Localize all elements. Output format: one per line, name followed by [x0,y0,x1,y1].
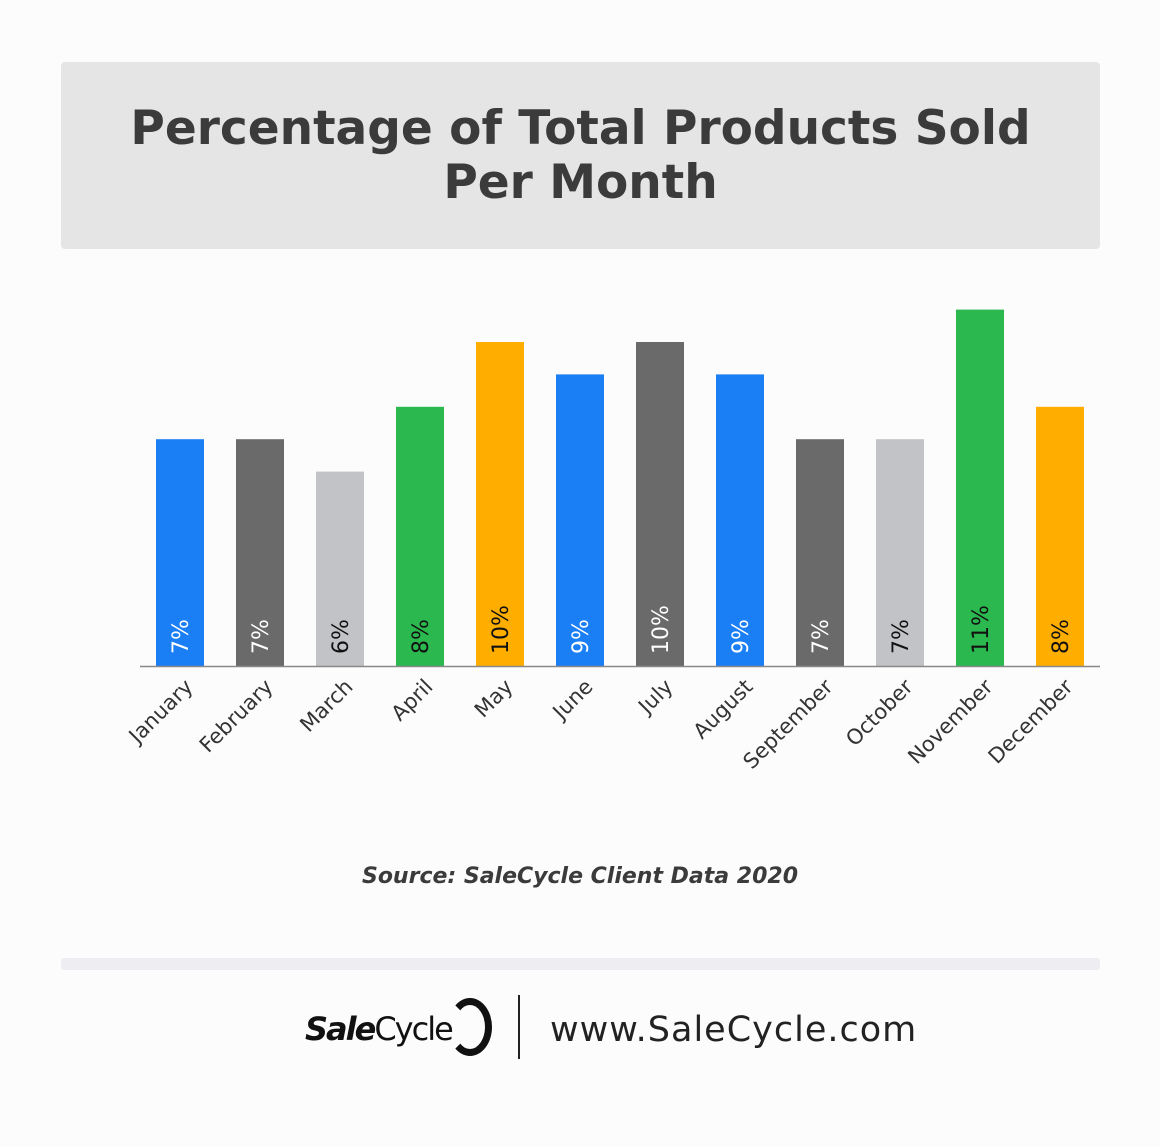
tick-label: April [387,675,438,726]
tick-label: October [841,674,918,751]
footer-separator [518,995,520,1059]
data-label: 8% [1049,619,1074,654]
bar-october [876,439,924,666]
data-label: 10% [489,605,514,654]
data-label: 9% [569,619,594,654]
website-url: www.SaleCycle.com [550,1010,918,1050]
bar-august [716,374,764,666]
data-label: 6% [329,619,354,654]
tick-label: July [632,675,677,720]
data-label: 7% [889,619,914,654]
bar-chart: 7%January7%February6%March8%April10%May9… [123,309,1100,774]
source-note: Source: SaleCycle Client Data 2020 [361,864,799,889]
tick-label: December [984,674,1078,768]
tick-label: August [689,675,758,744]
logo-ring-icon [448,998,492,1056]
tick-label: June [547,675,598,726]
tick-label: January [123,675,198,750]
bar-february [236,439,284,666]
bar-november [956,309,1004,666]
tick-label: February [195,675,278,758]
salecycle-logo: SaleCycle [305,1010,454,1048]
data-label: 8% [409,619,434,654]
bar-april [396,406,444,666]
divider [61,958,1100,970]
tick-label: March [295,675,357,737]
data-label: 7% [809,619,834,654]
bar-january [156,439,204,666]
bar-june [556,374,604,666]
bar-march [316,471,364,666]
data-label: 11% [969,605,994,654]
data-label: 7% [169,619,194,654]
tick-label: November [903,674,997,768]
title-box: Percentage of Total Products Sold Per Mo… [61,62,1100,249]
logo-light: Cycle [374,1010,453,1048]
bar-september [796,439,844,666]
bar-july [636,342,684,666]
logo-bold: Sale [305,1010,376,1048]
bar-december [1036,406,1084,666]
bar-may [476,342,524,666]
chart-title: Percentage of Total Products Sold Per Mo… [130,100,1031,210]
data-label: 7% [249,619,274,654]
data-label: 9% [729,619,754,654]
data-label: 10% [649,605,674,654]
tick-label: May [470,675,518,723]
